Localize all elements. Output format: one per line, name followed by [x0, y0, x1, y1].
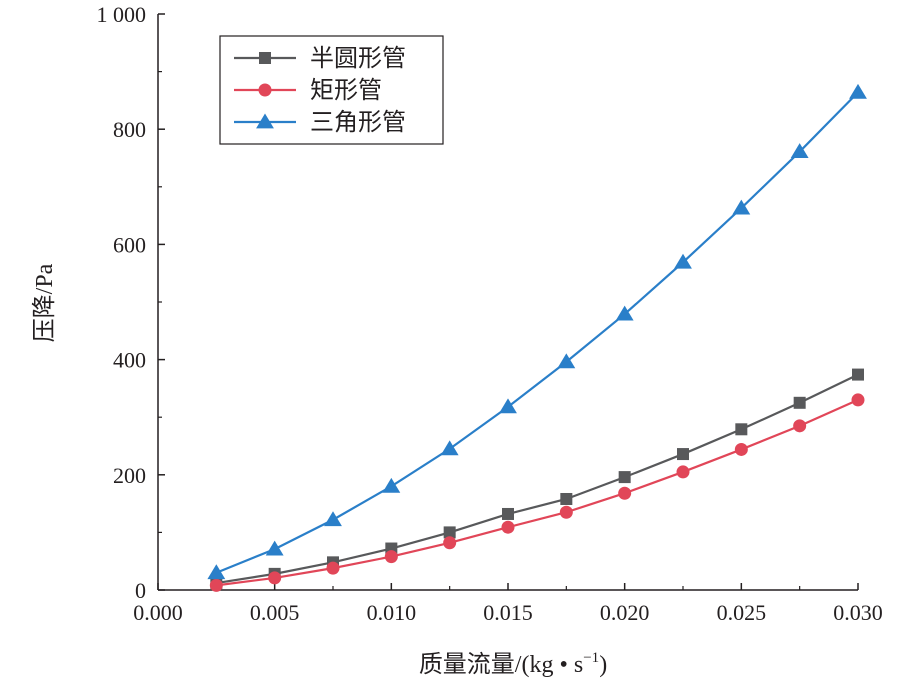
y-tick-label: 600	[113, 232, 146, 257]
x-tick-label: 0.030	[833, 600, 883, 625]
data-point-circle	[443, 536, 457, 550]
data-point-triangle	[849, 83, 867, 99]
legend-item: 半圆形管	[234, 45, 406, 72]
series-circle	[209, 393, 865, 592]
x-axis-title-superscript: −1	[583, 650, 599, 666]
data-point-triangle	[207, 564, 226, 580]
x-tick-label: 0.025	[717, 600, 767, 625]
x-ticks: 0.000 0.005 0.010 0.015 0.020 0.025 0.030	[133, 583, 883, 625]
x-tick-label: 0.020	[600, 600, 650, 625]
data-point-circle	[258, 83, 272, 97]
data-point-circle	[851, 393, 865, 407]
y-axis-title: 压降/Pa	[31, 263, 58, 342]
series-square	[210, 368, 864, 590]
x-axis-title: 质量流量/(kg • s−1)	[419, 650, 607, 678]
data-point-square	[560, 492, 573, 505]
data-point-circle	[676, 465, 690, 479]
legend-item: 三角形管	[234, 109, 406, 136]
data-point-triangle	[615, 305, 634, 321]
data-point-triangle	[499, 398, 517, 414]
legend-item: 矩形管	[234, 77, 382, 104]
x-tick-label: 0.010	[367, 600, 417, 625]
legend-label: 矩形管	[310, 77, 382, 104]
data-point-square	[443, 526, 456, 539]
series-line	[216, 373, 859, 585]
data-point-circle	[734, 442, 748, 456]
data-point-circle	[501, 520, 515, 534]
series-triangle	[207, 83, 867, 580]
legend-label: 半圆形管	[310, 45, 406, 72]
series-layer	[207, 83, 867, 592]
data-point-triangle	[324, 511, 342, 527]
y-tick-label: 400	[113, 348, 146, 373]
data-point-square	[735, 423, 748, 436]
data-point-square	[677, 448, 689, 461]
y-tick-label: 200	[113, 463, 146, 488]
data-point-square	[618, 471, 631, 484]
x-tick-label: 0.000	[133, 600, 183, 625]
y-tick-label: 800	[113, 117, 146, 142]
x-tick-label: 0.015	[483, 600, 533, 625]
y-tick-label: 1 000	[97, 2, 147, 27]
data-point-triangle	[256, 113, 274, 129]
y-tick-label: 0	[135, 578, 146, 603]
data-point-square	[793, 396, 806, 409]
data-point-triangle	[674, 253, 692, 269]
series-line	[215, 91, 859, 574]
x-axis-title-close: )	[599, 652, 607, 678]
data-point-triangle	[557, 353, 576, 369]
y-ticks: 0 200 400 600 800 1 000	[97, 2, 165, 603]
data-point-circle	[384, 550, 398, 564]
data-point-triangle	[440, 440, 459, 456]
data-point-circle	[268, 571, 282, 585]
data-point-circle	[559, 505, 573, 519]
data-point-triangle	[265, 540, 284, 556]
data-point-triangle	[732, 199, 751, 215]
x-tick-label: 0.005	[250, 600, 300, 625]
data-point-square	[502, 507, 514, 520]
data-point-circle	[209, 578, 223, 592]
data-point-circle	[618, 486, 632, 500]
data-point-triangle	[790, 143, 809, 159]
data-point-circle	[326, 561, 340, 575]
data-point-square	[259, 52, 271, 64]
data-point-circle	[793, 419, 807, 433]
series-line	[216, 398, 859, 587]
data-point-square	[852, 368, 864, 381]
legend-label: 三角形管	[310, 109, 406, 136]
data-point-triangle	[382, 477, 401, 493]
x-axis-title-main: 质量流量/(kg • s	[419, 651, 583, 678]
